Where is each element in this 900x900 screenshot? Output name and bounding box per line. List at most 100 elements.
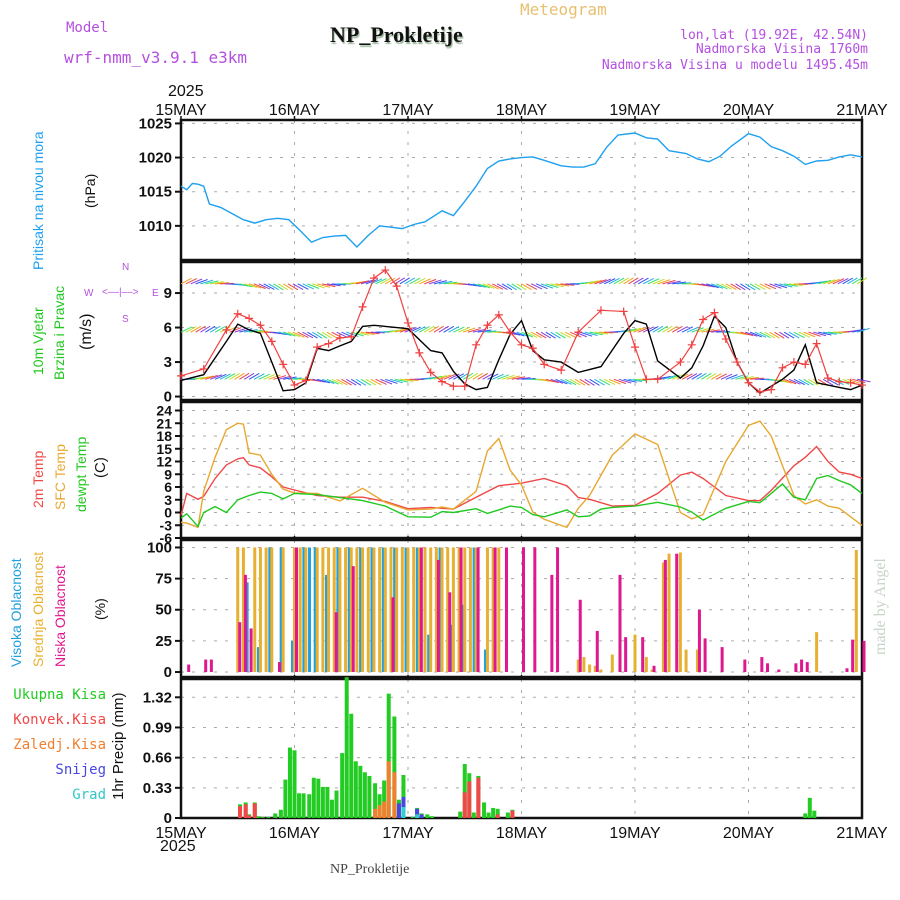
y-tick-label: 9 xyxy=(164,466,172,482)
bar-niska-oblacnost xyxy=(334,612,338,673)
y-tick-label: 1010 xyxy=(139,218,172,235)
bar-srednja-oblacnost xyxy=(468,547,472,673)
wind-arrow xyxy=(462,327,476,333)
bar-niska-oblacnost xyxy=(448,592,452,673)
wind-arrow xyxy=(813,331,827,337)
wind-arrow xyxy=(195,325,206,333)
wind-arrow xyxy=(686,326,699,333)
wind-arrow xyxy=(302,283,314,290)
bar-srednja-oblacnost xyxy=(361,547,365,673)
x-tick-label-bottom: 15MAY xyxy=(155,825,207,842)
bar-niska-oblacnost xyxy=(800,659,804,673)
bar-ukupna-kisa xyxy=(462,764,467,818)
wind-arrow xyxy=(608,277,620,285)
bar-ukupna-kisa xyxy=(316,778,321,818)
wind-arrow xyxy=(818,279,832,285)
wind-arrow xyxy=(779,283,793,288)
wind-arrow xyxy=(229,372,240,380)
bar-visoka-oblacnost xyxy=(256,647,260,673)
panel-frame xyxy=(179,118,864,262)
y-tick-label: 100 xyxy=(147,539,172,556)
wind-arrow xyxy=(647,326,659,333)
bar-srednja-oblacnost xyxy=(395,547,399,673)
wind-arrow xyxy=(706,283,719,289)
wind-arrow xyxy=(701,283,715,288)
wind-arrow xyxy=(774,283,788,289)
wind-arrow xyxy=(253,373,265,380)
wind-arrow xyxy=(569,378,581,386)
y-tick-label: 0 xyxy=(164,664,172,681)
bar-ukupna-kisa xyxy=(410,817,415,818)
wind-arrow xyxy=(443,325,455,333)
wind-arrow xyxy=(433,325,444,333)
precip-conv-legend: Konvek.Kisa xyxy=(13,712,106,728)
gust-marker xyxy=(733,358,742,367)
wind-arrow xyxy=(852,328,866,333)
wind-arrow xyxy=(691,327,704,333)
compass-south: S xyxy=(122,314,129,325)
wind-arrow xyxy=(263,373,276,380)
wind-arrow xyxy=(808,331,821,337)
wind-arrow xyxy=(185,326,197,333)
wind-arrow xyxy=(531,283,543,290)
wind-arrow xyxy=(852,378,866,384)
year-bottom: 2025 xyxy=(160,838,196,855)
wind-arrow xyxy=(715,373,727,380)
wind-arrow xyxy=(423,325,435,333)
wind-arrow xyxy=(482,283,495,289)
y-tick-label: 50 xyxy=(155,602,172,619)
x-tick-label-top: 15MAY xyxy=(155,102,207,119)
wind-arrow xyxy=(827,278,840,285)
bar-srednja-oblacnost xyxy=(582,657,586,673)
wind-arrow xyxy=(355,378,367,386)
bar-srednja-oblacnost xyxy=(588,664,592,673)
bar-grad xyxy=(401,807,406,818)
gust-marker xyxy=(245,314,254,323)
bar-niska-oblacnost xyxy=(697,609,701,673)
bar-ukupna-kisa xyxy=(386,693,391,818)
wind-arrow xyxy=(730,374,744,380)
wind-arrow xyxy=(584,331,598,336)
gust-marker xyxy=(460,382,469,391)
wind-arrow xyxy=(321,283,336,288)
wind-arrow xyxy=(195,279,208,285)
bar-ukupna-kisa xyxy=(329,799,334,818)
wind-arrow xyxy=(628,277,639,285)
wind-arrow xyxy=(292,283,304,291)
wind-arrow xyxy=(472,328,487,333)
wind-arrow xyxy=(210,281,224,285)
wind-arrow xyxy=(589,279,603,285)
wind-arrow xyxy=(438,325,449,333)
bar-konvek-kisa xyxy=(238,806,243,818)
gust-marker xyxy=(653,375,662,384)
bar-srednja-oblacnost xyxy=(434,547,438,673)
wind-arrow xyxy=(394,378,409,383)
wind-arrow xyxy=(287,283,299,291)
wind-arrow xyxy=(278,331,292,336)
wind-arrow xyxy=(535,331,547,339)
gust-marker xyxy=(483,321,492,330)
wind-arrow xyxy=(370,378,382,386)
wind-arrow xyxy=(686,373,698,380)
wind-arrow xyxy=(740,283,751,291)
bar-srednja-oblacnost xyxy=(429,547,433,673)
wind-arrow xyxy=(321,378,335,384)
y-tick-label: 24 xyxy=(156,403,172,419)
wind-arrow xyxy=(603,278,616,285)
y-tick-label: 75 xyxy=(155,571,172,588)
bar-visoka-oblacnost xyxy=(461,604,465,673)
bar-niska-oblacnost xyxy=(295,547,298,673)
wind-arrow xyxy=(287,377,302,380)
bar-visoka-oblacnost xyxy=(279,547,283,673)
wind-arrow xyxy=(623,378,637,383)
wind-arrow xyxy=(409,277,421,285)
wind-arrow xyxy=(730,283,741,291)
wind-arrow xyxy=(672,281,686,285)
gust-marker xyxy=(540,360,549,369)
wind-arrow xyxy=(258,373,270,380)
bar-srednja-oblacnost xyxy=(344,547,348,673)
wind-arrow xyxy=(326,378,339,385)
wind-arrow xyxy=(273,283,284,291)
wind-arrow xyxy=(779,331,790,339)
wind-arrow xyxy=(672,325,683,333)
